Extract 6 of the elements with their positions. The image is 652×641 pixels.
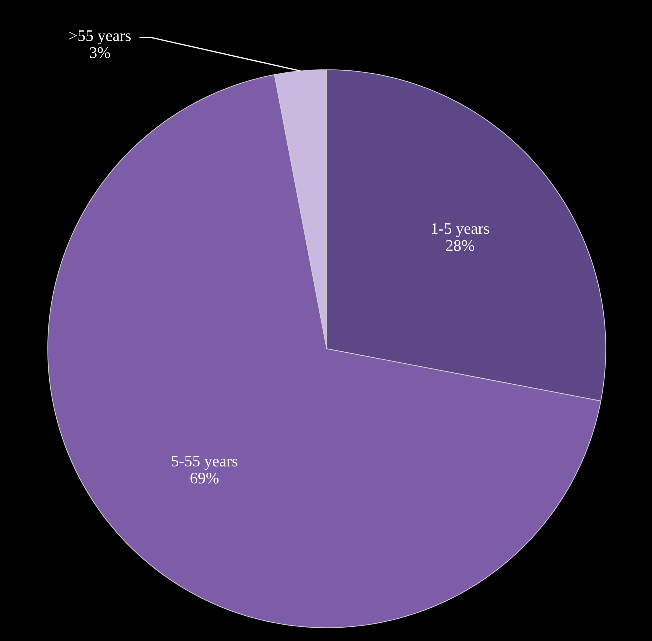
data-label: 28% xyxy=(446,240,474,252)
slice-label: >55 years xyxy=(70,30,131,45)
slice-label: 5-55 years xyxy=(172,456,238,470)
data-label: 3% xyxy=(90,48,110,58)
data-label: 69% xyxy=(190,472,219,484)
slice-label: 1-5 years xyxy=(432,223,490,238)
